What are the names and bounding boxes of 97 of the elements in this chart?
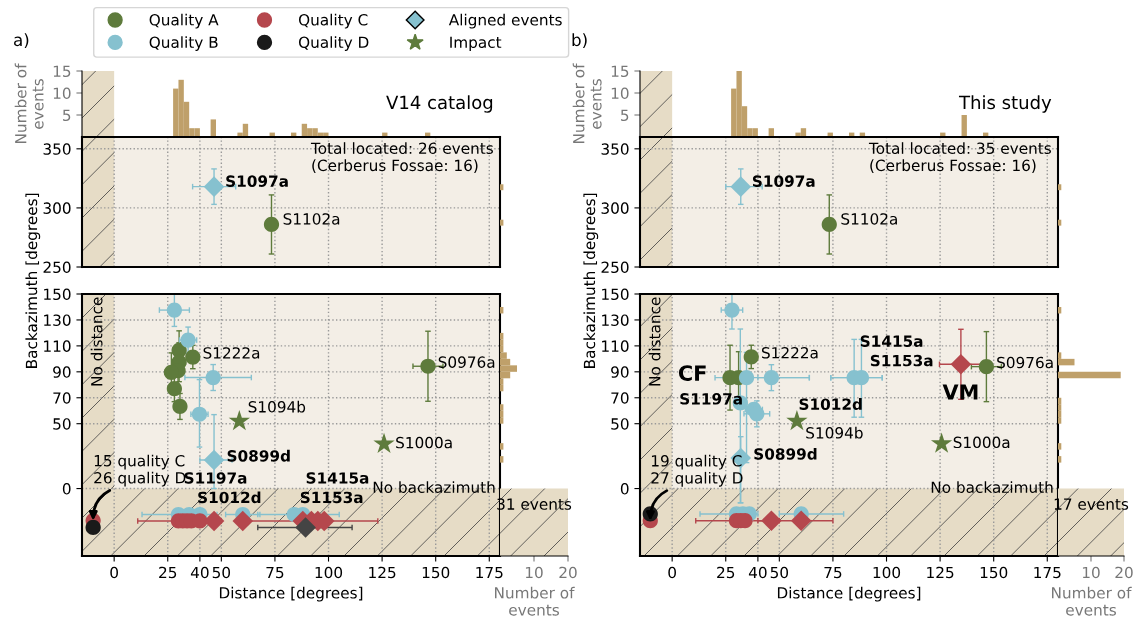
annotation: S1097a bbox=[752, 175, 815, 187]
x-tick-label: 75 bbox=[266, 566, 284, 579]
y-axis-title: Number of events bbox=[572, 63, 602, 143]
x-tick-label: 10 bbox=[525, 566, 543, 579]
x-axis-title: Distance [degrees] bbox=[219, 586, 363, 602]
annotation: S1102a bbox=[841, 213, 897, 225]
legend-label: Quality A bbox=[149, 13, 219, 29]
y-tick-label: 150 bbox=[44, 288, 71, 301]
y-axis-title: Backazimuth [degrees] bbox=[25, 193, 41, 368]
annotation: S1222a bbox=[761, 347, 818, 359]
annotation: 15 quality C 26 quality D bbox=[94, 454, 186, 487]
x-tick-label: 50 bbox=[212, 566, 231, 579]
y-tick-label: 250 bbox=[43, 261, 71, 274]
x-tick-label: 10 bbox=[1082, 566, 1100, 579]
legend-label: Quality B bbox=[149, 36, 218, 51]
y-tick-label: 300 bbox=[43, 202, 71, 214]
y-tick-label: 10 bbox=[611, 87, 629, 100]
annotation: S1097a bbox=[226, 175, 288, 187]
y-tick-label: 70 bbox=[611, 392, 629, 404]
x-tick-label: 0 bbox=[668, 566, 676, 579]
annotation: 19 quality C 27 quality D bbox=[651, 454, 743, 487]
annotation: S0899d bbox=[754, 447, 817, 460]
x-axis-title: Number of events bbox=[1052, 586, 1132, 616]
x-tick-label: 150 bbox=[980, 566, 1008, 579]
y-tick-label: 15 bbox=[53, 65, 71, 78]
x-tick-label: 40 bbox=[190, 566, 209, 579]
annotation: S0976a bbox=[438, 356, 495, 368]
x-tick-label: 125 bbox=[927, 566, 954, 579]
annotation: S1094b bbox=[806, 426, 863, 439]
x-tick-label: 50 bbox=[770, 566, 789, 579]
x-tick-label: 20 bbox=[559, 566, 577, 579]
text: b) bbox=[572, 33, 587, 49]
x-tick-label: 100 bbox=[315, 566, 343, 579]
annotation: Total located: 35 events (Cerberus Fossae: 16) bbox=[868, 142, 1051, 173]
annotation: V14 catalog bbox=[386, 95, 493, 113]
x-tick-label: 25 bbox=[159, 566, 177, 579]
x-tick-label: 0 bbox=[110, 566, 118, 579]
annotation: S1012d bbox=[198, 491, 261, 504]
annotation: S1415a bbox=[860, 335, 923, 347]
y-tick-label: 50 bbox=[53, 418, 71, 430]
x-tick-label: 150 bbox=[422, 566, 450, 579]
annotation: CF bbox=[678, 365, 706, 381]
band-label: No distance bbox=[648, 297, 661, 386]
annotation: S1094b bbox=[248, 400, 306, 413]
x-tick-label: 25 bbox=[717, 566, 735, 579]
x-tick-label: 40 bbox=[748, 566, 767, 579]
annotation: S1415a bbox=[306, 472, 369, 484]
y-tick-label: 110 bbox=[602, 340, 629, 352]
x-tick-label: 175 bbox=[1034, 566, 1061, 579]
y-tick-label: 70 bbox=[53, 392, 71, 404]
annotation: S1153a bbox=[300, 491, 363, 504]
annotation: S1000a bbox=[953, 436, 1010, 449]
x-tick-label: 125 bbox=[369, 566, 396, 579]
y-axis-title: Backazimuth [degrees] bbox=[583, 193, 599, 368]
annotation: S1000a bbox=[396, 436, 452, 449]
y-tick-label: 250 bbox=[601, 261, 629, 274]
y-tick-label: 90 bbox=[611, 366, 629, 378]
y-tick-label: 15 bbox=[611, 65, 629, 78]
y-tick-label: 110 bbox=[44, 340, 71, 352]
y-tick-label: 5 bbox=[621, 109, 629, 122]
y-tick-label: 10 bbox=[53, 87, 71, 100]
band-label: No backazimuth bbox=[373, 481, 495, 493]
y-tick-label: 350 bbox=[601, 143, 629, 155]
y-tick-label: 5 bbox=[63, 109, 71, 122]
annotation: S1197a bbox=[680, 393, 742, 405]
y-tick-label: 130 bbox=[44, 314, 71, 326]
legend-label: Quality D bbox=[298, 36, 369, 51]
x-tick-label: 20 bbox=[1115, 566, 1133, 579]
y-axis-title: Number of events bbox=[14, 63, 44, 143]
annotation: S1153a bbox=[870, 354, 933, 367]
band-label: No backazimuth bbox=[931, 481, 1053, 493]
annotation: Total located: 26 events (Cerberus Fossae: 16) bbox=[310, 142, 493, 173]
y-tick-label: 150 bbox=[602, 288, 629, 301]
annotation: S0899d bbox=[227, 449, 290, 462]
x-tick-label: 100 bbox=[873, 566, 901, 579]
annotation: S1102a bbox=[283, 213, 340, 225]
annotation: S0976a bbox=[997, 356, 1053, 369]
legend-label: Quality C bbox=[298, 13, 368, 29]
legend-label: Impact bbox=[450, 36, 502, 51]
y-tick-label: 90 bbox=[53, 366, 71, 378]
annotation: S1012d bbox=[799, 398, 862, 410]
band-label: No distance bbox=[90, 297, 103, 386]
x-axis-title: Number of events bbox=[495, 586, 575, 616]
legend-label: Aligned events bbox=[448, 13, 562, 29]
y-tick-label: 0 bbox=[62, 483, 71, 495]
x-tick-label: 175 bbox=[476, 566, 503, 579]
annotation: S1222a bbox=[203, 347, 260, 359]
text: a) bbox=[14, 33, 29, 49]
y-tick-label: 0 bbox=[620, 483, 629, 495]
y-tick-label: 50 bbox=[611, 418, 629, 430]
annotation: S1197a bbox=[184, 472, 247, 484]
x-axis-title: Distance [degrees] bbox=[777, 586, 921, 602]
y-tick-label: 350 bbox=[43, 143, 71, 155]
y-tick-label: 130 bbox=[602, 314, 629, 326]
x-tick-label: 75 bbox=[824, 566, 842, 579]
annotation: This study bbox=[958, 95, 1052, 113]
y-tick-label: 300 bbox=[601, 202, 629, 214]
